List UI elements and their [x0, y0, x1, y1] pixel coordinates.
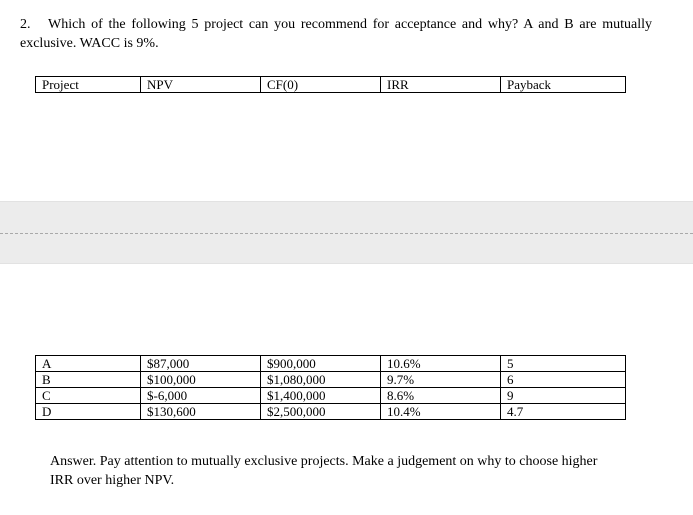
table-cell: $-6,000 [140, 387, 261, 404]
table-cell: D [35, 403, 141, 420]
table-cell: $1,080,000 [260, 371, 381, 388]
page-break-dashed-line [0, 232, 693, 234]
table-cell: 10.6% [380, 355, 501, 372]
projects-table-header: Project NPV CF(0) IRR Payback [35, 76, 626, 93]
table-cell: 9 [500, 387, 626, 404]
table-cell: $900,000 [260, 355, 381, 372]
table-header-cell-cf0: CF(0) [260, 76, 381, 93]
table-cell: A [35, 355, 141, 372]
table-row-a: A $87,000 $900,000 10.6% 5 [35, 355, 626, 372]
table-header-cell-npv: NPV [140, 76, 261, 93]
table-header-cell-payback: Payback [500, 76, 626, 93]
question-number: 2. [20, 17, 31, 32]
question-text: Which of the following 5 project can you… [20, 17, 652, 51]
table-header-cell-project: Project [35, 76, 141, 93]
answer-paragraph: Answer. Pay attention to mutually exclus… [50, 454, 598, 488]
table-cell: 6 [500, 371, 626, 388]
table-cell: B [35, 371, 141, 388]
table-cell: 8.6% [380, 387, 501, 404]
table-row-c: C $-6,000 $1,400,000 8.6% 9 [35, 387, 626, 404]
table-cell: $87,000 [140, 355, 261, 372]
table-cell: 10.4% [380, 403, 501, 420]
projects-table-data: A $87,000 $900,000 10.6% 5 B $100,000 $1… [35, 355, 626, 420]
table-cell: 9.7% [380, 371, 501, 388]
table-cell: 4.7 [500, 403, 626, 420]
table-row-b: B $100,000 $1,080,000 9.7% 6 [35, 371, 626, 388]
table-cell: 5 [500, 355, 626, 372]
table-cell: $2,500,000 [260, 403, 381, 420]
question-paragraph: 2. Which of the following 5 project can y… [20, 15, 652, 53]
page-break-band [0, 201, 693, 264]
table-cell: $100,000 [140, 371, 261, 388]
table-cell: $1,400,000 [260, 387, 381, 404]
table-cell: C [35, 387, 141, 404]
table-row-d: D $130,600 $2,500,000 10.4% 4.7 [35, 403, 626, 420]
table-cell: $130,600 [140, 403, 261, 420]
table-header-row: Project NPV CF(0) IRR Payback [35, 76, 626, 93]
table-header-cell-irr: IRR [380, 76, 501, 93]
